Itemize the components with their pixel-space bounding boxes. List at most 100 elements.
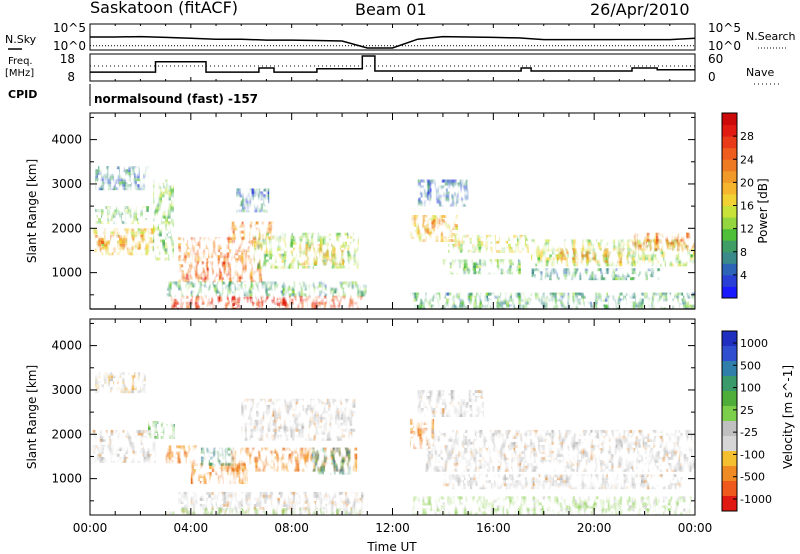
heatmap-region bbox=[417, 179, 469, 207]
heatmap-region bbox=[148, 421, 175, 439]
range-tick-label: 3000 bbox=[51, 383, 82, 397]
station-title: Saskatoon (fitACF) bbox=[90, 0, 238, 17]
heatmap-region bbox=[311, 447, 351, 475]
range-tick-label: 1000 bbox=[51, 266, 82, 280]
heatmap-region bbox=[448, 234, 529, 253]
colorbar-tick-label: 20 bbox=[740, 176, 754, 189]
heatmap-region bbox=[442, 259, 521, 275]
heatmap-region bbox=[417, 390, 484, 417]
heatmap-region bbox=[442, 474, 683, 490]
freq-label: Freq. bbox=[8, 56, 33, 67]
range-tick-label: 4000 bbox=[51, 133, 82, 147]
velocity-ylabel: Slant Range [km] bbox=[25, 365, 39, 469]
heatmap-region bbox=[299, 243, 345, 265]
freq-ytick-top: 18 bbox=[60, 52, 75, 66]
heatmap-region bbox=[95, 372, 146, 394]
colorbar-swatch bbox=[722, 481, 737, 497]
heatmap-region bbox=[153, 179, 174, 261]
colorbar-swatch bbox=[722, 170, 737, 183]
cpid-text: normalsound (fast) -157 bbox=[94, 92, 258, 106]
colorbar-swatch bbox=[722, 159, 737, 172]
noise-panel: 10^5 10^0 10^5 10^0 bbox=[53, 21, 741, 53]
colorbar-tick-label: 16 bbox=[740, 200, 754, 213]
heatmap-region bbox=[185, 261, 231, 280]
colorbar-swatch bbox=[722, 361, 737, 377]
colorbar-tick-label: -1000 bbox=[740, 493, 772, 506]
nsky-line bbox=[90, 35, 696, 49]
colorbar-swatch bbox=[722, 466, 737, 482]
heatmap-region bbox=[95, 206, 149, 225]
noise-ytick-top: 10^5 bbox=[53, 21, 86, 35]
time-tick-label: 00:00 bbox=[678, 521, 713, 535]
power-heatmap bbox=[92, 166, 695, 309]
colorbar-swatch bbox=[722, 113, 737, 126]
power-colorbar: 4 8 12 16 20 24 28 bbox=[721, 112, 754, 299]
colorbar-swatch bbox=[722, 331, 737, 347]
colorbar-tick-label: 8 bbox=[740, 246, 747, 259]
range-tick-label: 4000 bbox=[51, 339, 82, 353]
colorbar-tick-label: -100 bbox=[740, 448, 765, 461]
power-ylabel: Slant Range [km] bbox=[25, 159, 39, 263]
date-title: 26/Apr/2010 bbox=[590, 0, 690, 19]
colorbar-swatch bbox=[722, 205, 737, 218]
colorbar-swatch bbox=[722, 251, 737, 264]
colorbar-swatch bbox=[722, 406, 737, 422]
time-tick-label: 12:00 bbox=[375, 521, 410, 535]
range-tick-label: 2000 bbox=[51, 221, 82, 235]
noise-right-ytick-top: 10^5 bbox=[708, 21, 741, 35]
velocity-heatmap bbox=[92, 372, 695, 515]
colorbar-swatch bbox=[722, 391, 737, 407]
time-tick-label: 08:00 bbox=[274, 521, 309, 535]
colorbar-swatch bbox=[722, 136, 737, 149]
cpid-label: CPID bbox=[8, 88, 37, 101]
noise-ytick-bottom: 10^0 bbox=[53, 39, 86, 53]
range-tick-label: 3000 bbox=[51, 177, 82, 191]
heatmap-region bbox=[95, 234, 146, 250]
colorbar-swatch bbox=[722, 217, 737, 230]
colorbar-swatch bbox=[722, 263, 737, 276]
colorbar-swatch bbox=[722, 274, 737, 287]
nave-label: Nave bbox=[746, 66, 774, 79]
noise-right-ytick-bottom: 10^0 bbox=[708, 39, 741, 53]
range-tick-label: 2000 bbox=[51, 427, 82, 441]
colorbar-swatch bbox=[722, 436, 737, 452]
colorbar-swatch bbox=[722, 376, 737, 392]
time-axis-label: Time UT bbox=[366, 540, 417, 554]
colorbar-swatch bbox=[722, 182, 737, 195]
colorbar-swatch bbox=[722, 496, 737, 512]
colorbar-swatch bbox=[722, 193, 737, 206]
heatmap-region bbox=[165, 281, 367, 297]
colorbar-swatch bbox=[722, 286, 737, 299]
time-tick-label: 00:00 bbox=[73, 521, 108, 535]
power-colorbar-label: Power [dB] bbox=[756, 178, 770, 243]
heatmap-region bbox=[410, 292, 695, 309]
colorbar-tick-label: 28 bbox=[740, 130, 754, 143]
colorbar-tick-label: -25 bbox=[740, 426, 758, 439]
colorbar-tick-label: 1000 bbox=[740, 337, 768, 350]
heatmap-region bbox=[165, 445, 199, 464]
heatmap-region bbox=[417, 219, 445, 235]
colorbar-swatch bbox=[722, 421, 737, 437]
colorbar-swatch bbox=[722, 147, 737, 160]
time-tick-label: 20:00 bbox=[577, 521, 612, 535]
colorbar-swatch bbox=[722, 228, 737, 241]
colorbar-tick-label: 24 bbox=[740, 153, 754, 166]
freq-right-ytick-bottom: 0 bbox=[708, 70, 716, 84]
power-panel: 1000 2000 3000 4000 Slant Range [km] bbox=[25, 112, 696, 310]
velocity-panel: 1000 2000 3000 4000 00:00 04:00 08:00 12:00 16:0… bbox=[25, 318, 713, 554]
heatmap-region bbox=[556, 248, 635, 264]
beam-title: Beam 01 bbox=[355, 0, 427, 19]
freq-ytick-bottom: 8 bbox=[67, 70, 75, 84]
heatmap-region bbox=[236, 188, 270, 213]
colorbar-swatch bbox=[722, 124, 737, 137]
colorbar-tick-label: 100 bbox=[740, 382, 761, 395]
colorbar-tick-label: 25 bbox=[740, 404, 754, 417]
nsearch-label: N.Search bbox=[746, 30, 796, 43]
frequency-panel: 18 8 60 0 bbox=[60, 52, 724, 84]
range-tick-label: 1000 bbox=[51, 472, 82, 486]
freq-right-ytick-top: 60 bbox=[708, 52, 723, 66]
colorbar-tick-label: 12 bbox=[740, 223, 754, 236]
heatmap-region bbox=[412, 496, 695, 515]
heatmap-region bbox=[632, 232, 695, 251]
